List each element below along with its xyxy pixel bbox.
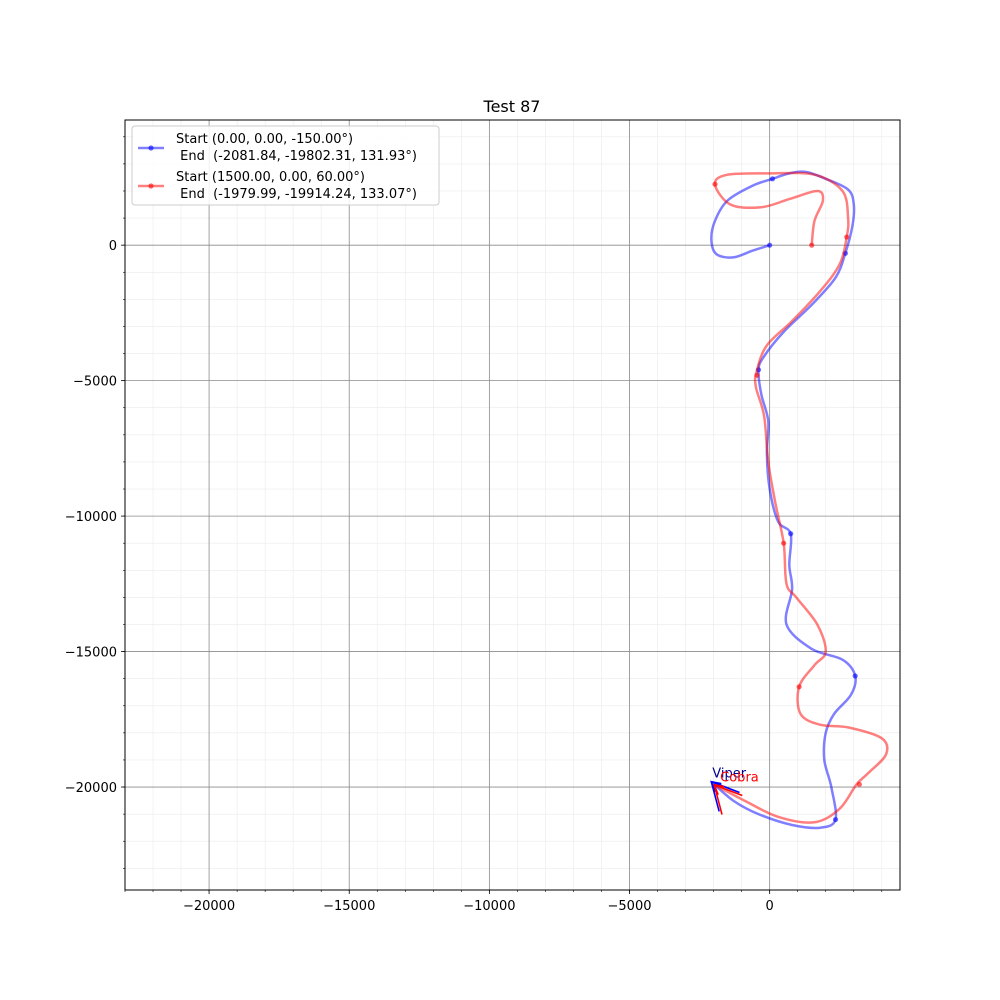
legend-marker-0 (148, 145, 154, 151)
plot-area: −20000 −15000 −10000 −5000 0 0 −5000 −10000 −150… (65, 119, 901, 914)
x-tick-label: −10000 (463, 899, 515, 914)
y-tick-label: −20000 (65, 781, 117, 796)
legend: Start (0.00, 0.00, -150.00°) End (-2081.… (131, 125, 440, 206)
end-heading-arrow (713, 783, 743, 797)
plot-background (125, 120, 900, 890)
y-tick-label: −10000 (65, 510, 117, 525)
legend-entry-line2: End (-1979.99, -19914.24, 133.07°) (176, 187, 417, 202)
series-marker-1 (844, 234, 850, 240)
series-marker-1 (712, 181, 718, 187)
end-heading-arrow (711, 780, 740, 794)
end-label: Viper (712, 767, 746, 782)
x-tick-label: −15000 (323, 899, 375, 914)
series-marker-0 (852, 673, 858, 679)
end-arrowhead (710, 780, 722, 792)
end-label: Cobra (720, 771, 759, 786)
series-line-0 (710, 170, 857, 830)
y-tick-label: −15000 (65, 646, 117, 661)
series-marker-0 (788, 531, 794, 537)
end-arrowhead (712, 783, 725, 796)
series-marker-1 (754, 372, 760, 378)
x-tick-label: −5000 (608, 899, 652, 914)
series-marker-1 (809, 242, 815, 248)
legend-entry-line1: Start (0.00, 0.00, -150.00°) (176, 132, 353, 147)
legend-box (131, 125, 440, 206)
y-tick-label: 0 (109, 239, 117, 254)
series-marker-0 (832, 816, 839, 823)
series-marker-0 (769, 176, 776, 182)
x-tick-label: 0 (766, 899, 774, 914)
chart-title: Test 87 (483, 97, 541, 116)
series-marker-1 (796, 684, 802, 690)
series-marker-1 (856, 781, 862, 787)
legend-entry-line1: Start (1500.00, 0.00, 60.00°) (176, 170, 365, 185)
x-tick-label: −20000 (183, 899, 235, 914)
series-marker-0 (767, 242, 773, 248)
legend-marker-1 (148, 183, 154, 189)
plot-frame (124, 119, 901, 891)
legend-entry-line2: End (-2081.84, -19802.31, 131.93°) (176, 149, 417, 164)
y-tick-label: −5000 (73, 375, 117, 390)
series-marker-1 (781, 540, 787, 546)
